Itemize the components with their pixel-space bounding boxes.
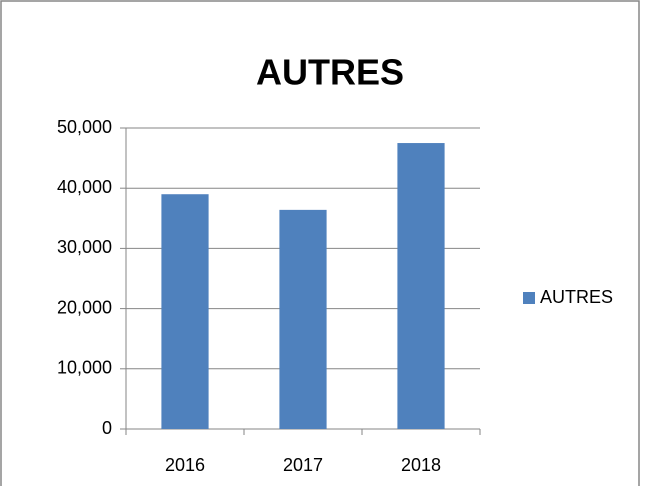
y-tick-label: 20,000 (57, 297, 112, 317)
y-tick-label: 30,000 (57, 237, 112, 257)
legend-swatch (523, 292, 535, 304)
chart-title: AUTRES (256, 52, 404, 93)
y-tick-label: 0 (102, 418, 112, 438)
x-tick-label: 2017 (283, 455, 323, 475)
bar (279, 209, 327, 429)
x-tick-label: 2016 (165, 455, 205, 475)
x-tick-label: 2018 (401, 455, 441, 475)
y-tick-label: 10,000 (57, 358, 112, 378)
bar (397, 143, 445, 430)
legend-label: AUTRES (540, 287, 613, 307)
y-tick-label: 50,000 (57, 117, 112, 137)
bar (161, 194, 209, 429)
y-tick-label: 40,000 (57, 177, 112, 197)
